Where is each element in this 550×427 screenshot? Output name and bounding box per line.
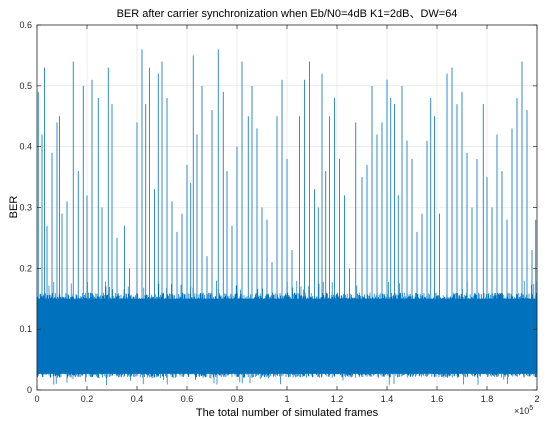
y-tick-label: 0.5 xyxy=(19,81,32,91)
x-tick-label: 1.2 xyxy=(331,394,344,404)
x-tick-label: 1.6 xyxy=(431,394,444,404)
x-tick-label: 1.4 xyxy=(381,394,394,404)
x-tick-label: 0.8 xyxy=(231,394,244,404)
y-tick-label: 0 xyxy=(27,385,32,395)
x-tick-label: 0.2 xyxy=(81,394,94,404)
y-tick-label: 0.6 xyxy=(19,20,32,30)
x-axis-label: The total number of simulated frames xyxy=(196,407,379,419)
x-tick-label: 2 xyxy=(534,394,539,404)
x-tick-label: 0.4 xyxy=(131,394,144,404)
y-tick-label: 0.3 xyxy=(19,203,32,213)
x-axis-exponent: ×105 xyxy=(514,405,533,416)
x-tick-label: 1 xyxy=(284,394,289,404)
x-tick-label: 0 xyxy=(34,394,39,404)
y-tick-label: 0.1 xyxy=(19,324,32,334)
y-axis-ticks: 0 0.1 0.2 0.3 0.4 0.5 0.6 xyxy=(19,20,537,395)
x-tick-label: 1.8 xyxy=(481,394,494,404)
series-ber xyxy=(36,49,538,385)
y-tick-label: 0.4 xyxy=(19,142,32,152)
x-axis-exponent-base: ×10 xyxy=(514,406,529,416)
x-axis-exponent-power: 5 xyxy=(529,405,533,412)
chart-title: BER after carrier synchronization when E… xyxy=(117,8,458,20)
x-tick-label: 0.6 xyxy=(181,394,194,404)
y-tick-label: 0.2 xyxy=(19,263,32,273)
y-axis-label: BER xyxy=(8,196,20,219)
x-axis-ticks: 0 0.2 0.4 0.6 0.8 1 1.2 1.4 1.6 1.8 2 xyxy=(34,25,540,404)
